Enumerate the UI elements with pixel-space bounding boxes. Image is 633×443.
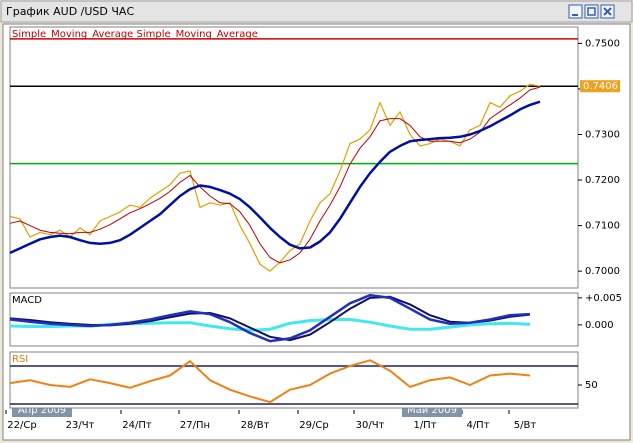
- current-price-label: 0.7406: [583, 81, 618, 92]
- maximize-icon: [587, 7, 596, 16]
- maximize-button[interactable]: [584, 4, 599, 19]
- indicator-label: RSI: [12, 354, 28, 365]
- x-tick-label: 24/Пт: [122, 420, 152, 431]
- indicator-label: Simple_Moving_Average Simple_Moving_Aver…: [12, 29, 258, 40]
- series-line: [9, 293, 531, 343]
- series-line: [9, 83, 541, 272]
- month-label: Май 2009: [407, 405, 457, 416]
- panel-frame: [9, 26, 579, 289]
- current-price-box: [580, 80, 620, 93]
- title-bar: [0, 0, 633, 23]
- x-tick-label: 1/Пт: [413, 420, 436, 431]
- y-tick-label: +0.005: [585, 293, 622, 304]
- y-tick-label: 50: [585, 380, 598, 391]
- x-tick-label: 29/Ср: [299, 420, 328, 431]
- series-line: [9, 359, 531, 404]
- close-icon: [603, 7, 612, 16]
- window-title: График AUD /USD ЧАС: [6, 5, 134, 18]
- month-label: Апр 2009: [18, 405, 66, 416]
- x-tick-label: 22/Ср: [7, 420, 36, 431]
- y-tick-label: 0.000: [585, 320, 614, 331]
- x-tick-label: 4/Пт: [466, 420, 489, 431]
- y-tick-label: 0.7300: [585, 129, 620, 140]
- series-line: [9, 100, 541, 255]
- x-tick-label: 30/Чт: [356, 420, 385, 431]
- x-tick-label: 23/Чт: [66, 420, 95, 431]
- y-tick-label: 0.7100: [585, 221, 620, 232]
- x-tick-label: 28/Вт: [241, 420, 270, 431]
- series-line: [9, 86, 541, 264]
- y-tick-label: 0.7000: [585, 266, 620, 277]
- panel-frame: [9, 351, 579, 409]
- minimize-button[interactable]: [568, 4, 583, 19]
- y-tick-label: 0.7200: [585, 175, 620, 186]
- x-tick-label: 5/Вт: [514, 420, 537, 431]
- x-tick-label: 27/Пн: [180, 420, 210, 431]
- indicator-label: MACD: [12, 295, 42, 306]
- y-tick-label: 0.7500: [585, 38, 620, 49]
